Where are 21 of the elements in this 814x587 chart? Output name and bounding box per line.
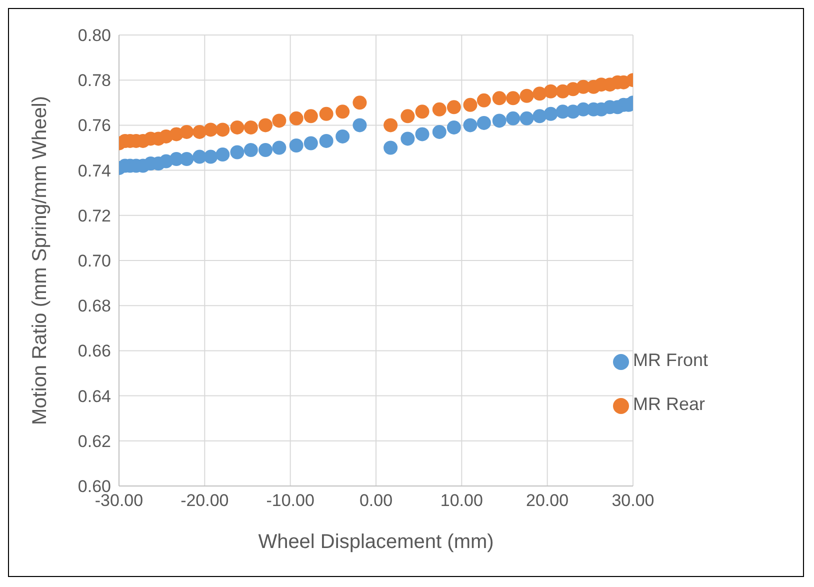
y-tick-label: 0.70 [78,252,111,271]
x-tick-label: 10.00 [440,491,483,510]
y-tick-label: 0.68 [78,296,111,316]
x-tick-label: -30.00 [94,491,144,510]
y-axis-title: Motion Ratio (mm Spring/mm Wheel) [29,96,52,425]
y-tick-label: 0.80 [78,26,111,46]
y-tick-label: 0.74 [78,161,111,180]
y-tick-label: 0.64 [78,386,111,406]
x-tick-label: 30.00 [612,491,654,510]
x-tick-label: -20.00 [180,491,229,510]
x-axis-title: Wheel Displacement (mm) [258,531,494,553]
legend-label: MR Front [633,350,708,370]
x-tick-label: 0.00 [359,491,393,510]
y-tick-label: 0.76 [78,116,111,136]
y-tick-label: 0.78 [78,71,111,90]
y-tick-label: 0.72 [78,206,111,226]
y-tick-label: 0.66 [78,342,111,361]
y-tick-label: 0.62 [78,432,111,451]
x-tick-label: -10.00 [266,491,314,510]
legend-label: MR Rear [633,394,706,414]
x-tick-label: 20.00 [526,491,569,510]
